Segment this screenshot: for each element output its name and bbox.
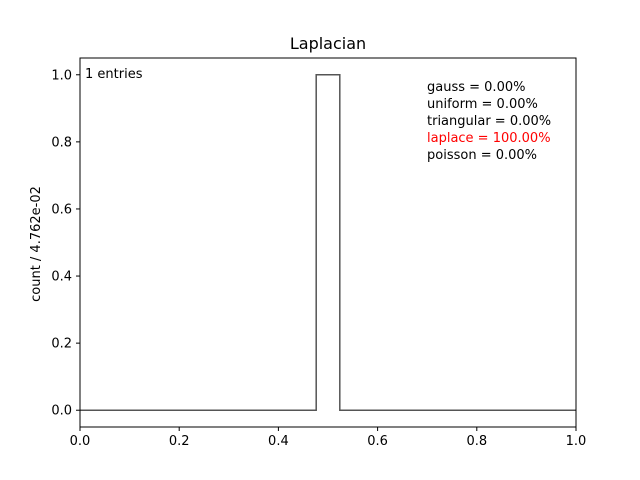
x-tick-label: 0.6 [367,434,388,449]
fraction-label: triangular = 0.00% [427,114,551,129]
x-tick-label: 1.0 [566,434,587,449]
y-tick-label: 0.0 [51,404,72,419]
y-tick-label: 0.6 [51,202,72,217]
x-tick-label: 0.8 [466,434,487,449]
fraction-label: poisson = 0.00% [427,148,537,163]
fraction-label: laplace = 100.00% [427,131,551,146]
x-tick-label: 0.4 [268,434,289,449]
fraction-annotations: gauss = 0.00% uniform = 0.00% triangular =… [427,80,551,163]
y-tick-label: 0.4 [51,270,72,285]
y-axis-label: count / 4.762e-02 [29,186,44,302]
y-tick-label: 0.2 [51,337,72,352]
plot-series [80,74,576,411]
x-tick-label: 0.2 [169,434,190,449]
histogram-step-line [80,74,576,411]
chart-title: Laplacian [290,34,366,53]
y-tick-label: 1.0 [51,68,72,83]
fraction-label: gauss = 0.00% [427,80,525,95]
fraction-label: uniform = 0.00% [427,97,538,112]
entries-label: 1 entries [85,67,143,82]
ticks: 0.0 0.2 0.4 0.6 0.8 1.0 0.0 0.2 0.4 0.6 0.8 1.0 [51,68,586,449]
axes-frame [79,57,577,428]
y-tick-label: 0.8 [51,135,72,150]
x-tick-label: 0.0 [70,434,91,449]
